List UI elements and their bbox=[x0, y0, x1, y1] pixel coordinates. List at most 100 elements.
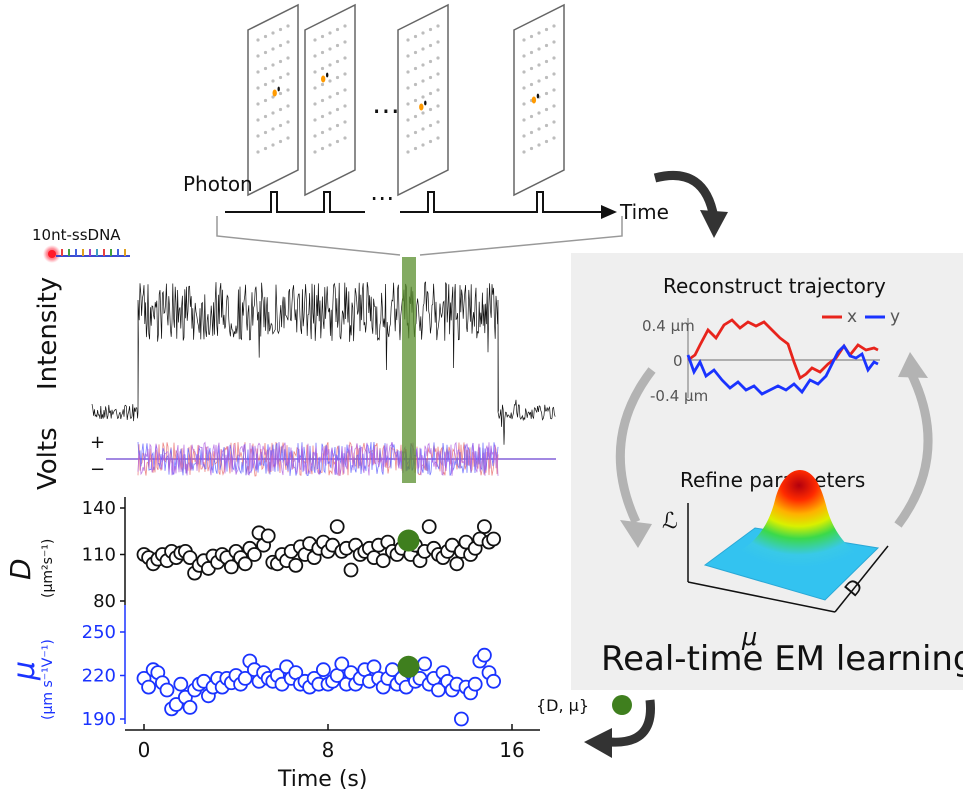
array-spot bbox=[436, 88, 440, 92]
time-label: Time bbox=[619, 200, 669, 224]
array-spot bbox=[263, 114, 268, 119]
array-spot bbox=[286, 136, 290, 140]
output-dot bbox=[612, 695, 632, 715]
mu-axis-symbol: μ bbox=[7, 661, 42, 681]
array-spot bbox=[320, 146, 325, 151]
d-point bbox=[476, 519, 492, 534]
array-spot bbox=[256, 102, 260, 106]
array-spot bbox=[421, 127, 425, 131]
array-spot bbox=[320, 82, 325, 87]
array-spot bbox=[406, 118, 410, 122]
array-spot bbox=[256, 150, 260, 154]
likelihood-surface bbox=[687, 470, 889, 613]
array-spot bbox=[413, 98, 418, 103]
d-point bbox=[343, 562, 359, 578]
mu-point bbox=[486, 673, 502, 689]
mu-point bbox=[182, 700, 198, 715]
array-spot bbox=[328, 111, 332, 115]
array-spot bbox=[406, 70, 410, 74]
array-spot bbox=[436, 56, 440, 60]
array-spot bbox=[537, 63, 541, 67]
array-spot bbox=[335, 139, 340, 144]
d-point bbox=[182, 550, 198, 565]
curved-arrow-down bbox=[653, 170, 728, 238]
volts-plus: + bbox=[90, 432, 105, 453]
molecule-dark bbox=[424, 100, 427, 106]
traj-tick-zero: 0 bbox=[673, 352, 683, 370]
array-spot bbox=[552, 24, 556, 28]
mu-tick-label: 220 bbox=[82, 666, 116, 687]
mu-point bbox=[237, 671, 253, 686]
intensity-trace bbox=[91, 281, 556, 445]
camera-frame bbox=[247, 3, 299, 197]
array-spot bbox=[286, 56, 290, 60]
array-spot bbox=[428, 107, 433, 112]
array-spot bbox=[313, 86, 317, 90]
array-spot bbox=[328, 79, 332, 83]
mu-point bbox=[173, 676, 189, 692]
pulse-ellipsis: ⋯ bbox=[370, 184, 394, 212]
molecule-dark bbox=[536, 93, 540, 99]
photon-timeline bbox=[225, 191, 617, 219]
array-spot bbox=[522, 54, 526, 58]
panel-main-title: Real-time EM learning bbox=[601, 639, 963, 679]
array-spot bbox=[529, 130, 534, 135]
scatter-axes: 80 110 140 190 220 250 0 8 16 bbox=[82, 497, 540, 762]
array-spot bbox=[428, 75, 433, 80]
mu-point bbox=[334, 656, 350, 672]
array-spot bbox=[286, 40, 290, 44]
array-spot bbox=[413, 50, 418, 55]
array-spot bbox=[343, 136, 347, 140]
array-spot bbox=[313, 70, 317, 74]
volts-axis-label: Volts bbox=[33, 427, 63, 490]
mu-highlight-point bbox=[397, 655, 420, 678]
mu-point bbox=[467, 676, 483, 692]
array-spot bbox=[421, 143, 425, 147]
array-spot bbox=[421, 95, 425, 99]
array-spot bbox=[552, 40, 556, 44]
camera-frame bbox=[513, 3, 565, 197]
array-spot bbox=[406, 150, 410, 154]
mu-point bbox=[159, 682, 175, 698]
array-spot bbox=[313, 150, 317, 154]
array-spot bbox=[328, 63, 332, 67]
array-spot bbox=[328, 143, 332, 147]
array-spot bbox=[406, 102, 410, 106]
array-spot bbox=[522, 102, 526, 106]
molecule-orange bbox=[272, 89, 277, 97]
array-spot bbox=[278, 27, 283, 32]
array-spot bbox=[544, 75, 549, 80]
array-spot bbox=[278, 91, 283, 96]
array-spot bbox=[413, 82, 418, 87]
trajectory-legend: x y bbox=[822, 307, 900, 327]
array-spot bbox=[271, 143, 275, 147]
array-spot bbox=[313, 54, 317, 58]
array-spot bbox=[544, 91, 549, 96]
array-spot bbox=[256, 54, 260, 58]
x-tick-label: 16 bbox=[499, 738, 524, 762]
array-spot bbox=[413, 34, 418, 39]
frame-outline bbox=[247, 3, 299, 197]
array-spot bbox=[436, 24, 440, 28]
array-spot bbox=[421, 111, 425, 115]
intensity-line bbox=[91, 281, 556, 445]
array-spot bbox=[421, 47, 425, 51]
array-spot bbox=[343, 24, 347, 28]
camera-frame bbox=[397, 3, 449, 197]
frame-outline bbox=[304, 3, 356, 197]
array-spot bbox=[256, 38, 260, 42]
array-spot bbox=[529, 66, 534, 71]
array-spot bbox=[286, 24, 290, 28]
array-spot bbox=[552, 104, 556, 108]
traj-tick-top: 0.4 μm bbox=[642, 317, 695, 335]
array-spot bbox=[552, 72, 556, 76]
array-spot bbox=[436, 120, 440, 124]
d-point bbox=[375, 553, 391, 569]
array-spot bbox=[529, 114, 534, 119]
array-spot bbox=[436, 136, 440, 140]
array-spot bbox=[263, 50, 268, 55]
array-spot bbox=[313, 118, 317, 122]
molecule-dark bbox=[277, 86, 280, 92]
array-spot bbox=[263, 82, 268, 87]
molecule-dark bbox=[326, 72, 329, 78]
